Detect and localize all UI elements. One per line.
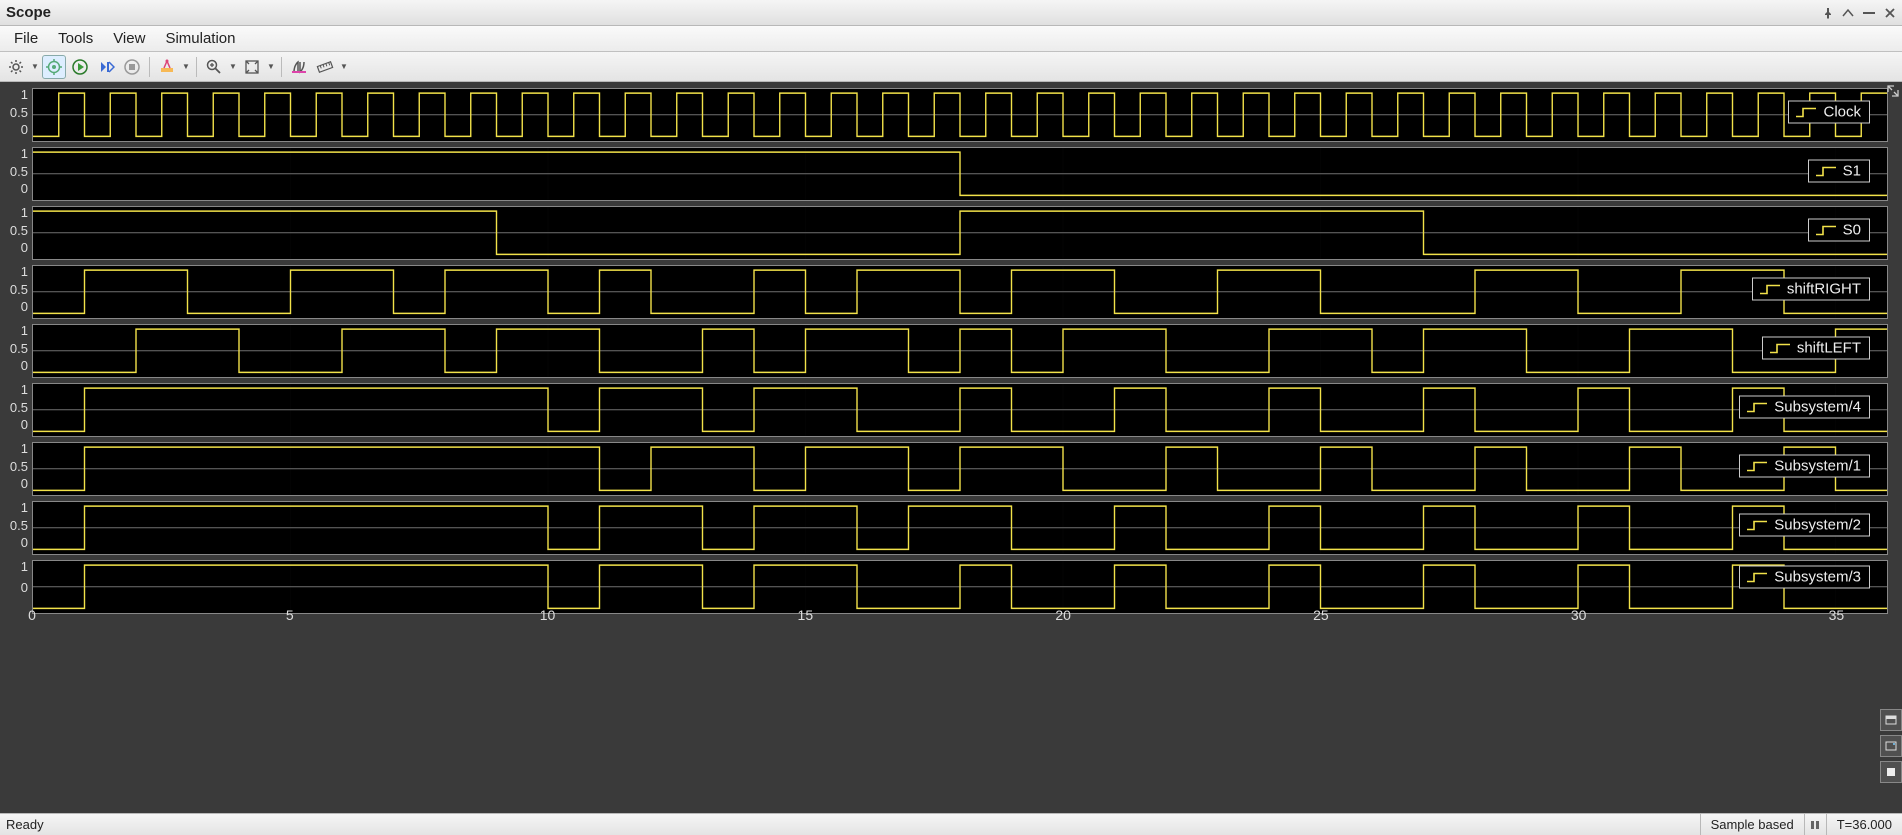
legend-label: Subsystem/2 [1774,517,1861,534]
axes[interactable] [32,501,1888,555]
close-icon[interactable] [1884,7,1896,19]
expand-corner-icon[interactable] [1886,84,1900,98]
status-ready: Ready [0,817,1700,832]
step-icon [1759,282,1781,296]
highlight-button[interactable] [155,55,179,79]
subplot-row: 10.50 S0 [0,206,1888,254]
stop-button[interactable] [120,55,144,79]
legend[interactable]: S0 [1808,219,1870,242]
plots-container: 10.50Clock10.50S110.50S010.50shiftRIGHT1… [0,82,1902,813]
step-icon [1746,459,1768,473]
legend-label: Subsystem/1 [1774,458,1861,475]
axes[interactable] [32,265,1888,319]
menu-file[interactable]: File [4,28,48,49]
zoom-button-dropdown[interactable]: ▼ [228,55,238,79]
legend[interactable]: shiftRIGHT [1752,278,1870,301]
y-ticks: 10.50 [0,442,32,490]
step-icon [1769,341,1791,355]
y-ticks: 10.50 [0,88,32,136]
cursors-button[interactable] [287,55,311,79]
config-button[interactable] [4,55,28,79]
status-pause-icon [1804,814,1826,835]
legend-label: Subsystem/4 [1774,399,1861,416]
legend-label: shiftRIGHT [1787,281,1861,298]
axes[interactable] [32,206,1888,260]
menu-view[interactable]: View [103,28,155,49]
subplot-row: 10 Subsystem/3 [0,560,1888,594]
window-controls [1822,7,1896,19]
plot-area: 10.50Clock10.50S110.50S010.50shiftRIGHT1… [0,82,1902,813]
measure-button-dropdown[interactable]: ▼ [339,55,349,79]
menu-simulation[interactable]: Simulation [155,28,245,49]
run-button[interactable] [68,55,92,79]
autoscale-button-dropdown[interactable]: ▼ [266,55,276,79]
status-time: T=36.000 [1826,814,1902,835]
axes[interactable] [32,88,1888,142]
autoscale-button[interactable] [240,55,264,79]
step-icon [1746,570,1768,584]
legend-label: Subsystem/3 [1774,569,1861,586]
axes[interactable] [32,147,1888,201]
axes[interactable] [32,383,1888,437]
measure-button[interactable] [313,55,337,79]
step-icon [1746,518,1768,532]
y-ticks: 10.50 [0,501,32,549]
subplot-row: 10.50 Subsystem/1 [0,442,1888,490]
legend[interactable]: Clock [1788,101,1870,124]
axes[interactable] [32,442,1888,496]
legend[interactable]: Subsystem/4 [1739,396,1870,419]
subplot-row: 10.50 Subsystem/2 [0,501,1888,549]
y-ticks: 10.50 [0,383,32,431]
legend[interactable]: shiftLEFT [1762,337,1870,360]
panel-tab-3[interactable] [1880,761,1902,783]
subplot-row: 10.50 Subsystem/4 [0,383,1888,431]
y-ticks: 10.50 [0,265,32,313]
legend-label: Clock [1823,104,1861,121]
legend[interactable]: Subsystem/2 [1739,514,1870,537]
legend[interactable]: S1 [1808,160,1870,183]
right-panel-tabs [1880,709,1902,783]
y-ticks: 10.50 [0,147,32,195]
legend[interactable]: Subsystem/3 [1739,566,1870,589]
maximize-toggle-icon[interactable] [1842,7,1854,19]
subplot-row: 10.50 shiftRIGHT [0,265,1888,313]
minimize-icon[interactable] [1862,11,1876,15]
step-button[interactable] [94,55,118,79]
legend-label: shiftLEFT [1797,340,1861,357]
step-icon [1815,164,1837,178]
zoom-button[interactable] [202,55,226,79]
config-button-dropdown[interactable]: ▼ [30,55,40,79]
step-icon [1746,400,1768,414]
y-ticks: 10.50 [0,206,32,254]
toolbar: ▼ ▼ ▼ ▼ ▼ [0,52,1902,82]
subplot-row: 10.50 shiftLEFT [0,324,1888,372]
subplot-row: 10.50 S1 [0,147,1888,195]
x-axis: 05101520253035 [32,605,1888,631]
status-mode: Sample based [1700,814,1804,835]
panel-tab-2[interactable] [1880,735,1902,757]
highlight-button-dropdown[interactable]: ▼ [181,55,191,79]
legend-label: S1 [1843,163,1861,180]
pin-icon[interactable] [1822,7,1834,19]
panel-tab-1[interactable] [1880,709,1902,731]
axes[interactable] [32,324,1888,378]
menubar: File Tools View Simulation [0,26,1902,52]
titlebar: Scope [0,0,1902,26]
y-ticks: 10 [0,560,32,594]
step-icon [1795,105,1817,119]
window-title: Scope [6,4,1822,21]
statusbar: Ready Sample based T=36.000 [0,813,1902,835]
scope-params-button[interactable] [42,55,66,79]
legend[interactable]: Subsystem/1 [1739,455,1870,478]
menu-tools[interactable]: Tools [48,28,103,49]
y-ticks: 10.50 [0,324,32,372]
legend-label: S0 [1843,222,1861,239]
step-icon [1815,223,1837,237]
subplot-row: 10.50 Clock [0,88,1888,136]
